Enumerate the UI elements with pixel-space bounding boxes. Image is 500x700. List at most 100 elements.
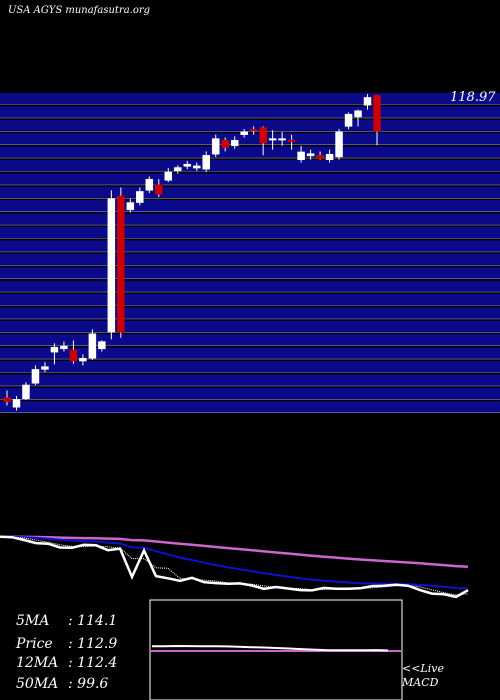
candle	[335, 129, 343, 160]
grid-bands	[0, 93, 500, 414]
candle-up	[88, 333, 97, 359]
candle-up	[41, 366, 49, 370]
grid-band	[0, 320, 500, 332]
candle	[164, 168, 173, 182]
candle-up	[107, 198, 116, 333]
grid-band	[0, 133, 500, 145]
candle	[145, 176, 154, 194]
candle	[249, 126, 258, 135]
candle	[259, 126, 267, 156]
candle-down	[155, 184, 163, 195]
candle-down	[3, 397, 11, 402]
stat-value: 99.6	[77, 676, 109, 692]
macd-panel	[149, 599, 403, 700]
candle	[22, 382, 30, 400]
grid-band	[0, 119, 500, 131]
candle-up	[211, 138, 220, 155]
candle	[325, 149, 334, 163]
grid-band	[0, 106, 500, 118]
candle-up	[325, 153, 334, 160]
candle	[211, 134, 220, 157]
candle	[3, 390, 11, 406]
candle-up	[344, 113, 353, 127]
grid-band	[0, 347, 500, 359]
candle-up	[164, 171, 173, 181]
candles	[3, 94, 381, 411]
candle	[60, 341, 68, 352]
candle-down	[373, 94, 381, 132]
candle-up	[278, 138, 286, 141]
grid-band	[0, 307, 500, 319]
top-price-label: 118.97	[450, 90, 496, 105]
stat-label: 50MA	[16, 676, 59, 692]
candle	[126, 198, 135, 213]
candle	[221, 137, 229, 152]
stat-12ma: 12MA: 112.4	[16, 655, 118, 671]
candle-up	[268, 138, 277, 141]
candle-down	[249, 128, 258, 131]
candle	[297, 145, 305, 163]
candle-up	[354, 110, 362, 118]
grid-band	[0, 294, 500, 305]
macd-label: <<Live MACD	[402, 662, 444, 690]
grid-band	[0, 93, 500, 104]
price-line	[0, 535, 469, 599]
candle	[136, 187, 144, 206]
candle	[183, 160, 192, 170]
candle	[373, 94, 381, 146]
candle-up	[306, 153, 315, 157]
candle	[354, 109, 362, 127]
candle-up	[31, 369, 40, 384]
stat-5ma: 5MA: 114.1	[16, 613, 118, 629]
stat-value: 114.1	[77, 613, 118, 629]
candle-up	[22, 384, 30, 400]
grid-band	[0, 361, 500, 372]
candle-up	[136, 191, 144, 203]
candle-up	[145, 178, 154, 191]
grid-band	[0, 334, 500, 346]
grid-band	[0, 401, 500, 413]
grid-band	[0, 213, 500, 225]
candle	[31, 365, 40, 385]
candle	[316, 151, 324, 160]
price-labels: 118.97	[450, 90, 496, 105]
live-label: <<Live	[402, 662, 444, 675]
candle	[174, 165, 182, 174]
grid-band	[0, 227, 500, 238]
ma-long-line	[0, 535, 469, 569]
candle-up	[174, 167, 182, 172]
candle-up	[12, 399, 21, 408]
stat-label: Price	[16, 636, 53, 652]
grid-band	[0, 173, 500, 185]
grid-band	[0, 253, 500, 265]
stat-value: 112.9	[77, 636, 118, 652]
grid-band	[0, 267, 500, 279]
candle	[344, 112, 353, 130]
macd-line	[151, 644, 389, 652]
candle-up	[50, 346, 59, 353]
candle	[278, 131, 286, 146]
grid-band	[0, 186, 500, 198]
candle	[41, 362, 49, 373]
grid-band	[0, 387, 500, 399]
grid-band	[0, 160, 500, 171]
candle	[155, 179, 163, 197]
candle	[306, 149, 315, 160]
ma-panel	[0, 535, 469, 599]
candle	[192, 162, 201, 171]
grid-band	[0, 374, 500, 386]
candle	[107, 190, 116, 340]
candle	[98, 340, 106, 352]
candle-up	[183, 163, 192, 167]
candle	[240, 129, 248, 138]
grid-band	[0, 240, 500, 252]
candle-down	[287, 140, 296, 143]
candle	[88, 329, 97, 360]
candle-up	[126, 202, 135, 211]
grid-band	[0, 200, 500, 212]
candle	[12, 396, 21, 411]
candle-up	[98, 341, 106, 350]
candle-up	[60, 345, 68, 350]
candle-down	[117, 195, 125, 333]
